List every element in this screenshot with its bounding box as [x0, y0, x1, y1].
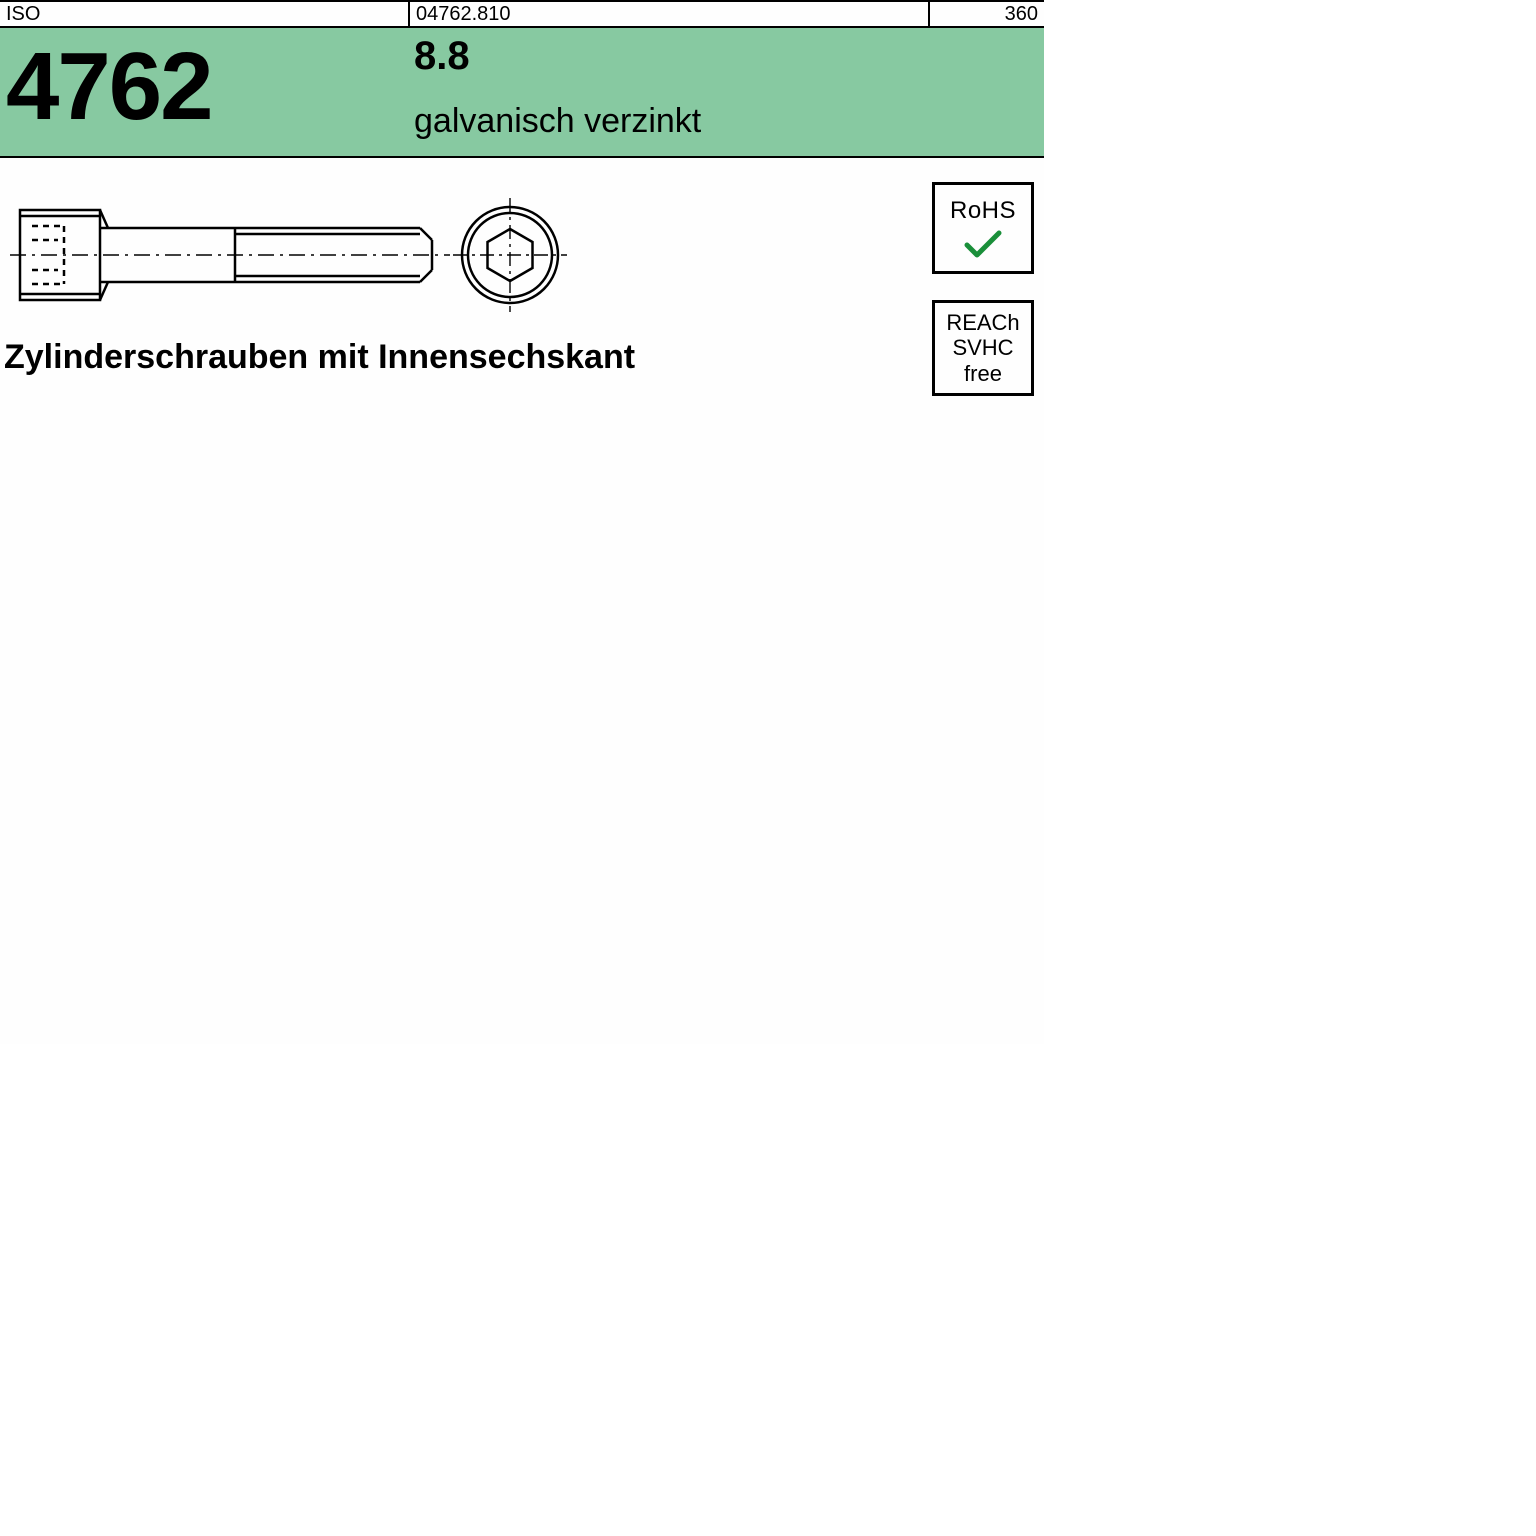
standard-number: 4762: [6, 32, 212, 142]
rohs-label: RoHS: [950, 197, 1016, 225]
strength-grade: 8.8: [414, 34, 470, 79]
reach-line2: SVHC: [952, 335, 1013, 360]
product-title: Zylinderschrauben mit Innensechskant: [4, 338, 635, 377]
rohs-badge: RoHS: [932, 182, 1034, 274]
header-row: ISO 04762.810 360: [0, 0, 1044, 28]
screw-diagram: [10, 190, 570, 320]
header-iso: ISO: [0, 2, 410, 26]
reach-line3: free: [964, 361, 1002, 386]
reach-badge: REACh SVHC free: [932, 300, 1034, 396]
reach-line1: REACh: [946, 310, 1019, 335]
header-code: 04762.810: [410, 2, 930, 26]
spec-band: 4762 8.8 galvanisch verzinkt: [0, 28, 1044, 158]
spec-card: ISO 04762.810 360 4762 8.8 galvanisch ve…: [0, 0, 1044, 1044]
finish-text: galvanisch verzinkt: [414, 102, 701, 141]
header-num: 360: [930, 2, 1044, 26]
check-icon: [964, 229, 1002, 259]
